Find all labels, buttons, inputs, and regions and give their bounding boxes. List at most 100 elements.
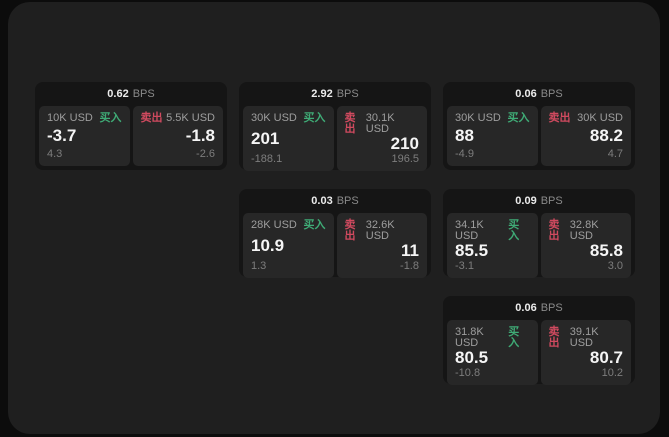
buy-price: 88 xyxy=(455,126,474,146)
sell-delta: 196.5 xyxy=(391,152,419,165)
bps-unit: BPS xyxy=(336,88,359,100)
spread-header: 0.03 BPS xyxy=(239,189,431,213)
buy-side-label: 买入 xyxy=(303,112,326,124)
buy-price: -3.7 xyxy=(47,126,77,146)
buy-price: 80.5 xyxy=(455,348,489,367)
card-body: 28K USD 买入 10.9 1.3 卖出 32.6K USD 11 -1.8 xyxy=(239,213,431,282)
quote-card: 0.09 BPS 34.1K USD 买入 85.5 -3.1 卖出 32.8K… xyxy=(443,189,635,278)
sell-price: 11 xyxy=(401,241,419,260)
sell-side-label: 卖出 xyxy=(140,112,163,124)
buy-price: 201 xyxy=(251,128,280,148)
buy-side-label: 买入 xyxy=(303,219,326,231)
sell-side-label: 卖出 xyxy=(548,112,571,124)
sell-delta: 3.0 xyxy=(607,259,623,272)
quote-grid: 0.62 BPS 10K USD 买入 -3.7 4.3 卖出 5.5K USD xyxy=(35,82,635,385)
sell-price: 210 xyxy=(390,134,419,153)
sell-side-label: 卖出 xyxy=(344,112,356,135)
bps-value: 0.06 xyxy=(515,88,537,100)
sell-panel-top: 卖出 30K USD xyxy=(549,113,624,124)
sell-side-label: 卖出 xyxy=(344,219,356,242)
buy-side-label: 买入 xyxy=(508,219,520,242)
bps-unit: BPS xyxy=(336,195,359,207)
sell-panel-top: 卖出 30.1K USD xyxy=(345,113,420,135)
buy-side-label: 买入 xyxy=(508,326,520,349)
sell-delta: -1.8 xyxy=(400,259,419,272)
sell-price: 88.2 xyxy=(589,126,623,146)
buy-panel[interactable]: 28K USD 买入 10.9 1.3 xyxy=(243,213,334,278)
quote-card: 0.03 BPS 28K USD 买入 10.9 1.3 卖出 32.6K US… xyxy=(239,189,431,278)
buy-size-label: 28K USD xyxy=(251,219,297,231)
buy-delta: -4.9 xyxy=(455,148,474,160)
buy-size-label: 31.8K USD xyxy=(455,326,484,349)
sell-size-label: 32.6K USD xyxy=(365,219,395,242)
buy-panel-top: 30K USD 买入 xyxy=(455,113,530,124)
quote-card: 2.92 BPS 30K USD 买入 201 -188.1 卖出 30.1K … xyxy=(239,82,431,171)
buy-size-label: 34.1K USD xyxy=(455,219,484,242)
buy-panel-top: 34.1K USD 买入 xyxy=(455,220,530,242)
buy-size-label: 30K USD xyxy=(251,112,297,124)
sell-size-label: 32.8K USD xyxy=(569,219,599,242)
buy-delta: 4.3 xyxy=(47,148,63,160)
quote-card: 0.06 BPS 31.8K USD 买入 80.5 -10.8 卖出 39.1… xyxy=(443,296,635,385)
buy-panel[interactable]: 30K USD 买入 88 -4.9 xyxy=(447,106,538,166)
spread-header: 0.09 BPS xyxy=(443,189,635,213)
sell-size-label: 30K USD xyxy=(577,112,623,124)
spread-header: 0.06 BPS xyxy=(443,296,635,320)
sell-delta: -2.6 xyxy=(196,148,215,160)
buy-panel[interactable]: 30K USD 买入 201 -188.1 xyxy=(243,106,334,171)
card-body: 30K USD 买入 201 -188.1 卖出 30.1K USD 210 1… xyxy=(239,106,431,175)
sell-panel[interactable]: 卖出 39.1K USD 80.7 10.2 xyxy=(540,320,631,385)
buy-delta: -188.1 xyxy=(251,152,283,165)
buy-price: 10.9 xyxy=(251,235,285,255)
buy-delta: -3.1 xyxy=(455,259,474,272)
quote-card: 0.62 BPS 10K USD 买入 -3.7 4.3 卖出 5.5K USD xyxy=(35,82,227,170)
buy-size-label: 10K USD xyxy=(47,112,93,124)
buy-panel-top: 28K USD 买入 xyxy=(251,220,326,231)
buy-side-label: 买入 xyxy=(99,112,122,124)
sell-side-label: 卖出 xyxy=(548,326,560,349)
buy-panel-top: 10K USD 买入 xyxy=(47,113,122,124)
buy-size-label: 30K USD xyxy=(455,112,501,124)
sell-panel-top: 卖出 39.1K USD xyxy=(549,327,624,349)
bps-unit: BPS xyxy=(132,88,155,100)
sell-price: 80.7 xyxy=(589,348,623,367)
bps-unit: BPS xyxy=(540,195,563,207)
buy-delta: -10.8 xyxy=(455,366,481,379)
spread-header: 2.92 BPS xyxy=(239,82,431,106)
buy-price: 85.5 xyxy=(455,241,489,260)
bps-value: 0.06 xyxy=(515,302,537,314)
sell-size-label: 5.5K USD xyxy=(166,112,215,124)
sell-price: 85.8 xyxy=(589,241,623,260)
card-body: 31.8K USD 买入 80.5 -10.8 卖出 39.1K USD 80.… xyxy=(443,320,635,389)
buy-panel-top: 30K USD 买入 xyxy=(251,113,326,124)
buy-panel-top: 31.8K USD 买入 xyxy=(455,327,530,349)
bps-unit: BPS xyxy=(540,88,563,100)
buy-panel[interactable]: 34.1K USD 买入 85.5 -3.1 xyxy=(447,213,538,278)
buy-panel[interactable]: 10K USD 买入 -3.7 4.3 xyxy=(39,106,130,166)
bps-value: 0.09 xyxy=(515,195,537,207)
sell-panel-top: 卖出 5.5K USD xyxy=(141,113,216,124)
bps-value: 0.62 xyxy=(107,88,129,100)
quote-card: 0.06 BPS 30K USD 买入 88 -4.9 卖出 30K USD xyxy=(443,82,635,170)
spread-header: 0.62 BPS xyxy=(35,82,227,106)
sell-size-label: 39.1K USD xyxy=(569,326,599,349)
sell-panel[interactable]: 卖出 30.1K USD 210 196.5 xyxy=(336,106,427,171)
sell-side-label: 卖出 xyxy=(548,219,560,242)
buy-delta: 1.3 xyxy=(251,259,267,272)
card-body: 10K USD 买入 -3.7 4.3 卖出 5.5K USD -1.8 -2.… xyxy=(35,106,227,170)
card-body: 34.1K USD 买入 85.5 -3.1 卖出 32.8K USD 85.8… xyxy=(443,213,635,282)
bps-value: 2.92 xyxy=(311,88,333,100)
sell-panel[interactable]: 卖出 5.5K USD -1.8 -2.6 xyxy=(132,106,223,166)
buy-panel[interactable]: 31.8K USD 买入 80.5 -10.8 xyxy=(447,320,538,385)
sell-panel[interactable]: 卖出 30K USD 88.2 4.7 xyxy=(540,106,631,166)
card-body: 30K USD 买入 88 -4.9 卖出 30K USD 88.2 4.7 xyxy=(443,106,635,170)
sell-panel[interactable]: 卖出 32.8K USD 85.8 3.0 xyxy=(540,213,631,278)
sell-panel[interactable]: 卖出 32.6K USD 11 -1.8 xyxy=(336,213,427,278)
sell-delta: 4.7 xyxy=(607,148,623,160)
spread-header: 0.06 BPS xyxy=(443,82,635,106)
sell-size-label: 30.1K USD xyxy=(365,112,395,135)
sell-delta: 10.2 xyxy=(601,366,623,379)
bps-unit: BPS xyxy=(540,302,563,314)
buy-side-label: 买入 xyxy=(507,112,530,124)
sell-panel-top: 卖出 32.6K USD xyxy=(345,220,420,242)
